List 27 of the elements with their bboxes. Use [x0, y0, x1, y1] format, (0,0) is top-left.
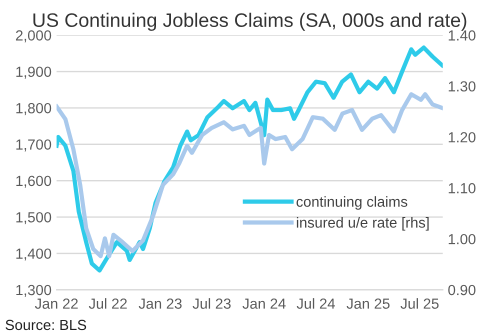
y-tick-label: 2,000 [16, 30, 52, 42]
y2-tick-label: 1.10 [448, 183, 476, 194]
y-tick-label: 1,700 [16, 139, 52, 152]
x-tick-label: Jul 24 [296, 298, 335, 309]
x-tick-label: Jul 23 [192, 298, 231, 309]
x-tick-label: Jul 22 [88, 298, 127, 309]
y2-tick-label: 0.90 [448, 284, 476, 296]
y2-tick-label: 1.40 [448, 30, 476, 41]
y-tick-label: 1,800 [16, 103, 52, 116]
source-note: Source: BLS [6, 320, 86, 330]
y-tick-label: 1,900 [16, 66, 52, 79]
legend-label: continuing claims [296, 196, 408, 210]
y2-tick-label: 1.00 [448, 234, 476, 244]
legend-label: insured u/e rate [rhs] [296, 217, 429, 231]
x-tick-label: Jan 22 [34, 298, 78, 309]
chart-title: US Continuing Jobless Claims (SA, 000s and rate) [33, 12, 466, 31]
x-tick-label: Jan 23 [138, 298, 182, 309]
y2-tick-label: 1.20 [448, 132, 476, 142]
y-tick-label: 1,300 [16, 284, 52, 297]
x-tick-label: Jul 25 [400, 298, 439, 309]
y-tick-label: 1,400 [16, 248, 52, 261]
x-tick-label: Jan 25 [346, 298, 390, 309]
y-tick-label: 1,600 [16, 176, 52, 188]
line-series [56, 92, 443, 258]
x-tick-label: Jan 24 [242, 298, 286, 309]
y2-tick-label: 1.30 [448, 81, 476, 92]
y-tick-label: 1,500 [16, 212, 52, 224]
